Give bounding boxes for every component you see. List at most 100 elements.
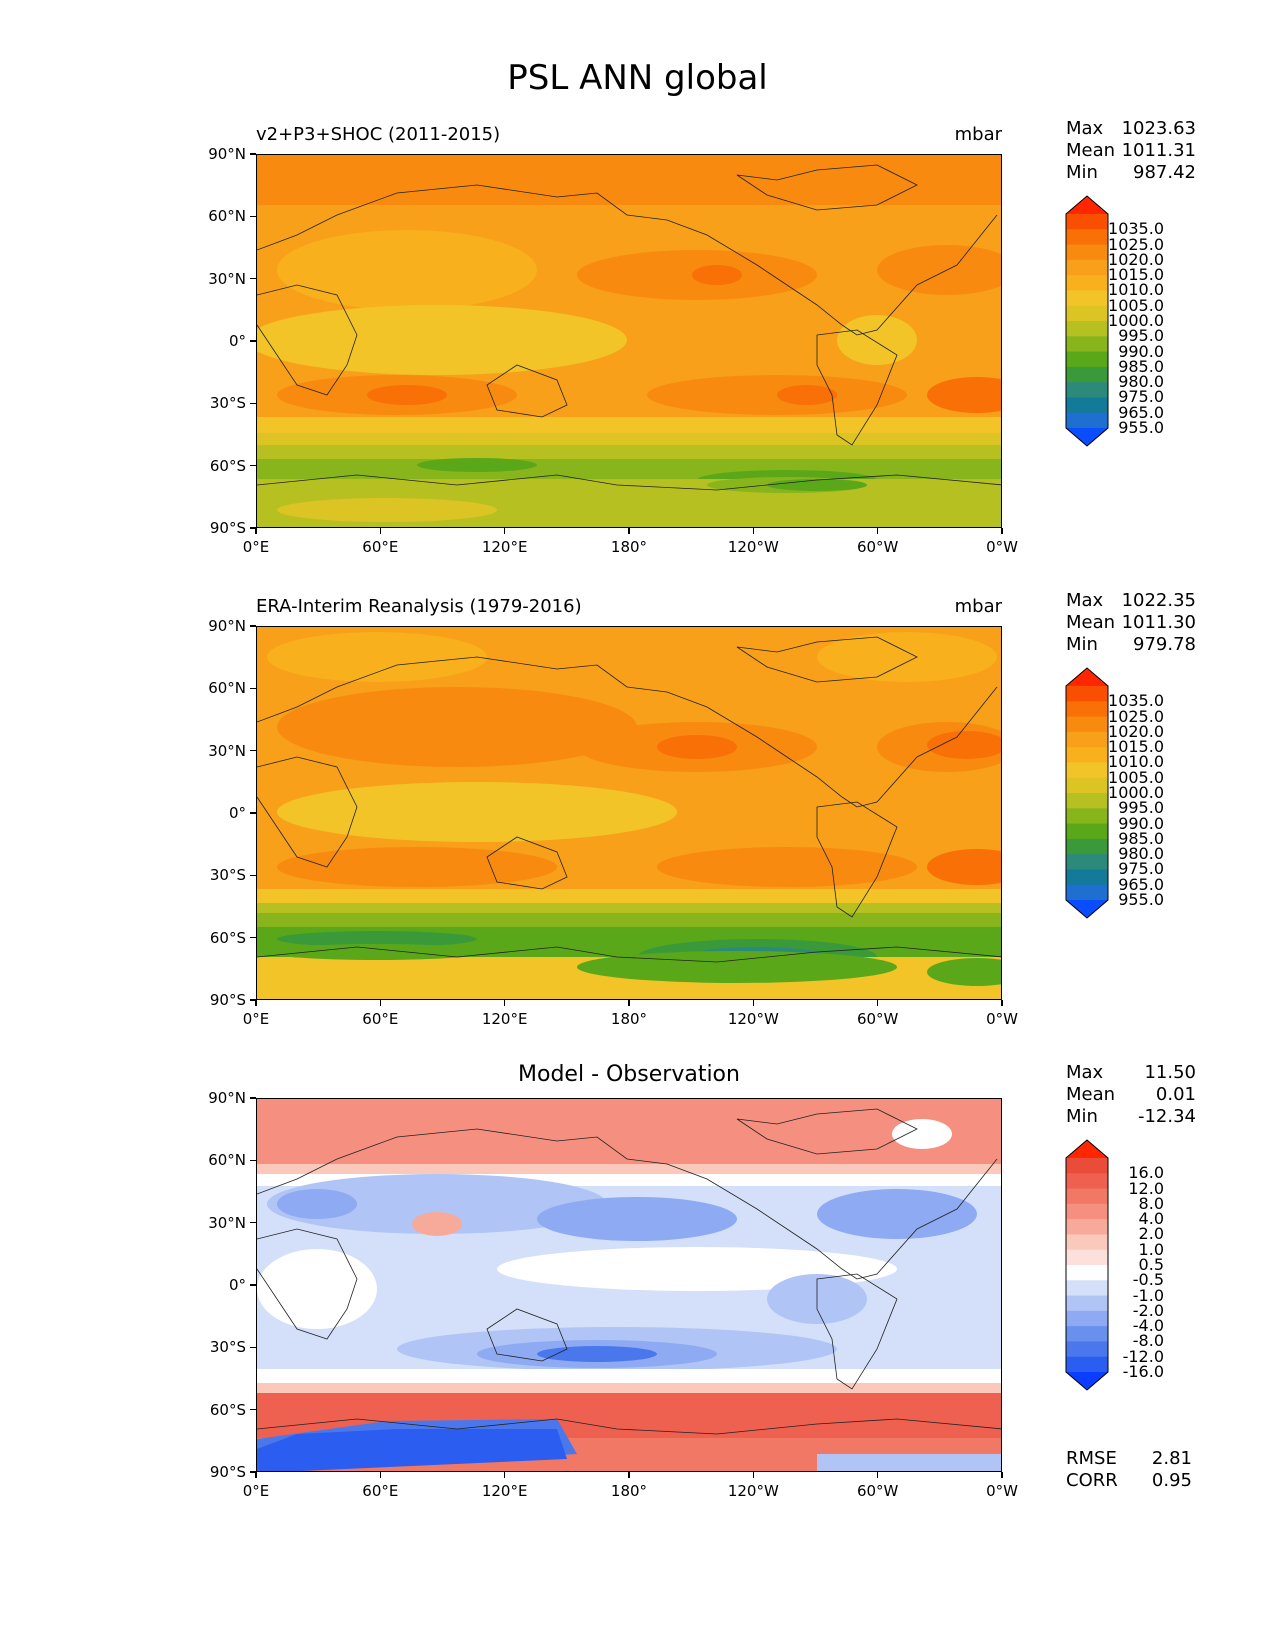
lat-tick-label: 30°N [208, 1213, 246, 1232]
lon-tick-label: 60°W [856, 1010, 899, 1028]
lat-tick-mark [250, 1097, 256, 1099]
lat-tick-label: 0° [228, 332, 246, 350]
colorbar-swatch [1066, 686, 1108, 702]
lon-tick-mark [752, 1000, 755, 1006]
lat-tick-label: 90°N [208, 617, 246, 635]
lat-tick-label: 30°S [209, 394, 246, 413]
lat-tick-label: 60°N [208, 207, 246, 226]
lat-tick-label: 60°N [208, 1151, 246, 1170]
colorbar-swatch [1066, 1265, 1108, 1281]
panel-test-stats: Max 1023.63 Mean 1011.31 Min 987.42 [1066, 118, 1196, 184]
colorbar-level-label: 990.0 [1118, 813, 1164, 833]
lon-tick-mark [628, 1472, 630, 1478]
stat-mean-label: Mean [1066, 1084, 1116, 1105]
lat-tick-mark [250, 812, 256, 814]
lon-tick-mark [503, 1000, 506, 1006]
lat-tick-mark [250, 1159, 256, 1162]
lat-tick-mark [250, 402, 256, 405]
lat-tick-mark [250, 1471, 256, 1473]
lon-tick-label: 120°W [727, 1010, 779, 1028]
colorbar-level-label: 980.0 [1118, 372, 1164, 392]
colorbar-ref [1065, 667, 1109, 919]
colorbar-swatch [1066, 275, 1108, 291]
colorbar-level-label: 8.0 [1138, 1193, 1164, 1213]
lat-tick-label: 90°N [208, 1089, 246, 1107]
lat-tick-mark [250, 625, 256, 627]
lon-tick-mark [379, 1000, 382, 1006]
lon-tick-label: 120°W [727, 538, 779, 556]
lat-tick-label: 60°S [209, 456, 246, 475]
colorbar-level-label: 985.0 [1118, 356, 1164, 376]
colorbar-swatch [1066, 747, 1108, 763]
lat-tick-mark [250, 1221, 256, 1224]
colorbar-swatch [1066, 397, 1108, 414]
panel-ref-label: ERA-Interim Reanalysis (1979-2016) [256, 596, 582, 617]
colorbar-bottom-cap [1066, 428, 1108, 446]
stat-min-value: 987.42 [1133, 162, 1196, 183]
colorbar-outline [1065, 667, 1109, 919]
panel-ref-map [256, 626, 1002, 1000]
lat-tick-mark [250, 153, 256, 155]
colorbar-level-label: 1035.0 [1108, 219, 1164, 239]
stat-mean-value: 0.01 [1155, 1084, 1196, 1105]
lat-tick-mark [250, 1346, 256, 1349]
colorbar-level-label: 1015.0 [1108, 737, 1164, 757]
colorbar-level-label: -2.0 [1132, 1300, 1164, 1320]
colorbar-swatch [1066, 290, 1108, 307]
colorbar-level-label: 995.0 [1118, 326, 1164, 346]
lat-tick-mark [250, 999, 256, 1001]
lon-tick-mark [503, 528, 506, 534]
colorbar-swatch [1066, 351, 1108, 368]
colorbar-swatch [1066, 1326, 1108, 1342]
colorbar-level-label: 1010.0 [1108, 752, 1164, 772]
lon-tick-label: 180° [610, 1482, 648, 1500]
lat-tick-mark [250, 749, 256, 752]
lat-tick-label: 90°S [209, 519, 246, 537]
lon-tick-mark [876, 1472, 879, 1478]
colorbar-swatch [1066, 716, 1108, 733]
lon-tick-mark [1001, 528, 1003, 534]
colorbar-level-label: 980.0 [1118, 844, 1164, 864]
stat-min-label: Min [1066, 634, 1098, 655]
lon-tick-label: 0°E [242, 1010, 270, 1028]
lat-tick-mark [250, 527, 256, 529]
stat-mean-label: Mean [1066, 612, 1116, 633]
colorbar-swatch [1066, 869, 1108, 886]
lat-tick-mark [250, 687, 256, 690]
lat-tick-mark [250, 277, 256, 280]
lat-tick-label: 90°N [208, 145, 246, 163]
colorbar-level-label: 990.0 [1118, 341, 1164, 361]
lat-tick-label: 30°N [208, 269, 246, 288]
colorbar-top-cap [1066, 668, 1108, 686]
panel-diff-map [256, 1098, 1002, 1472]
lat-tick-mark [250, 1408, 256, 1411]
lat-tick-label: 60°S [209, 1400, 246, 1419]
lat-tick-label: 30°S [209, 866, 246, 885]
colorbar-swatch [1066, 305, 1108, 322]
colorbar-swatch [1066, 366, 1108, 383]
stat-mean-value: 1011.30 [1121, 612, 1196, 633]
colorbar-level-label: 955.0 [1118, 890, 1164, 909]
rmse-value: 2.81 [1151, 1448, 1192, 1469]
colorbar-level-label: -4.0 [1132, 1316, 1164, 1336]
colorbar-test [1065, 195, 1109, 447]
stat-min-value: 979.78 [1133, 634, 1196, 655]
colorbar-level-label: 975.0 [1118, 859, 1164, 879]
lon-tick-label: 120°W [727, 1482, 779, 1500]
colorbar-outline [1065, 1139, 1109, 1391]
colorbar-swatch [1066, 336, 1108, 353]
colorbar-swatch [1066, 1188, 1108, 1205]
colorbar-level-label: -8.0 [1132, 1331, 1164, 1351]
colorbar-level-label: 1015.0 [1108, 265, 1164, 285]
lat-tick-label: 0° [228, 1276, 246, 1294]
colorbar-swatch [1066, 1280, 1108, 1297]
lat-tick-label: 60°N [208, 679, 246, 698]
colorbar-swatch [1066, 1203, 1108, 1220]
colorbar-swatch [1066, 229, 1108, 246]
colorbar-level-label: -0.5 [1132, 1270, 1164, 1290]
colorbar-level-label: 4.0 [1138, 1209, 1164, 1229]
colorbar-level-label: 995.0 [1118, 798, 1164, 818]
lon-tick-mark [1001, 1472, 1003, 1478]
lon-tick-label: 60°E [362, 1010, 399, 1028]
colorbar-swatch [1066, 777, 1108, 794]
